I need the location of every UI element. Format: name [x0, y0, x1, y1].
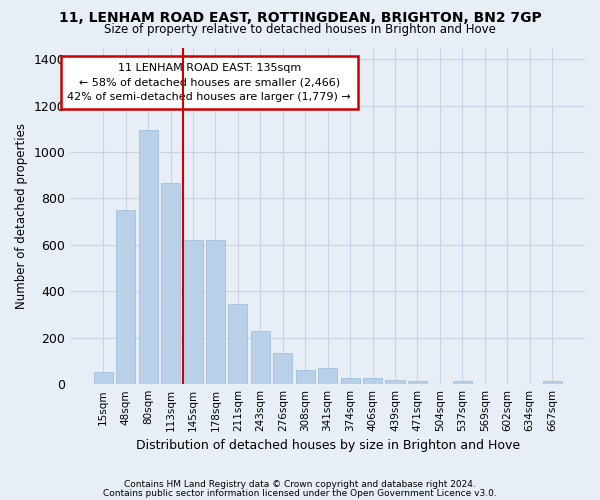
Text: Contains public sector information licensed under the Open Government Licence v3: Contains public sector information licen… [103, 488, 497, 498]
Text: 11, LENHAM ROAD EAST, ROTTINGDEAN, BRIGHTON, BN2 7GP: 11, LENHAM ROAD EAST, ROTTINGDEAN, BRIGH… [59, 11, 541, 25]
Bar [116, 210, 135, 384]
Bar [206, 240, 225, 384]
X-axis label: Distribution of detached houses by size in Brighton and Hove: Distribution of detached houses by size … [136, 440, 520, 452]
Bar [229, 304, 247, 384]
Bar [542, 382, 562, 384]
Bar [273, 354, 292, 384]
Bar [453, 382, 472, 384]
Bar [408, 380, 427, 384]
Bar [251, 331, 270, 384]
Bar [161, 184, 180, 384]
Bar [296, 370, 315, 384]
Bar [184, 240, 203, 384]
Bar [341, 378, 359, 384]
Y-axis label: Number of detached properties: Number of detached properties [15, 123, 28, 309]
Bar [385, 380, 404, 384]
Bar [318, 368, 337, 384]
Bar [363, 378, 382, 384]
Text: Contains HM Land Registry data © Crown copyright and database right 2024.: Contains HM Land Registry data © Crown c… [124, 480, 476, 489]
Text: 11 LENHAM ROAD EAST: 135sqm
← 58% of detached houses are smaller (2,466)
42% of : 11 LENHAM ROAD EAST: 135sqm ← 58% of det… [67, 62, 351, 102]
Text: Size of property relative to detached houses in Brighton and Hove: Size of property relative to detached ho… [104, 22, 496, 36]
Bar [139, 130, 158, 384]
Bar [94, 372, 113, 384]
